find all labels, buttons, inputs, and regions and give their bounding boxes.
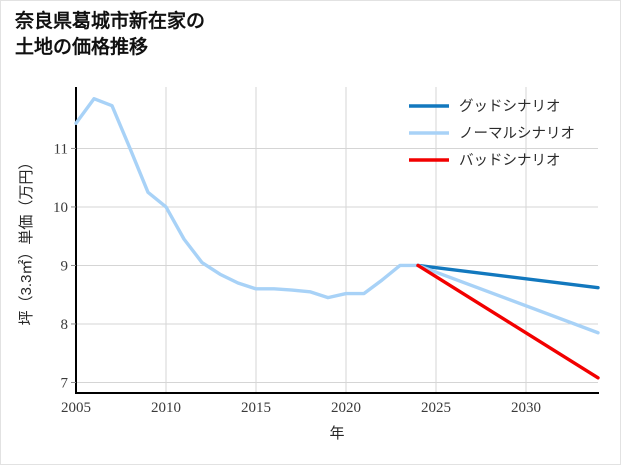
page-title: 奈良県葛城市新在家の 土地の価格推移 [15,11,206,59]
series-lines [74,97,600,380]
x-axis-tick-labels: 2005 2010 2015 2020 2025 2030 [61,400,541,416]
legend-label: グッドシナリオ [459,98,561,115]
y-tick-label: 10 [53,200,68,216]
series-line [416,263,600,380]
legend-label: バッドシナリオ [459,153,561,169]
y-tick-label: 11 [54,141,68,157]
y-tick-label: 8 [61,317,69,333]
x-tick-label: 2020 [331,400,361,416]
y-axis-title: 坪（3.3㎡）単価（万円） [18,155,35,326]
y-tick-label: 9 [61,258,69,274]
series-line [416,263,600,290]
x-tick-label: 2005 [61,400,91,416]
x-tick-label: 2010 [151,400,181,416]
series-line [74,97,420,300]
x-tick-label: 2015 [241,400,271,416]
x-tick-label: 2030 [511,400,541,416]
series-line [416,263,600,335]
x-axis-title: 年 [329,425,344,442]
legend-label: ノーマルシナリオ [459,126,575,142]
y-tick-label: 7 [61,375,69,391]
y-axis-tick-labels: 7 8 9 10 11 [53,141,76,391]
x-tick-label: 2025 [421,400,451,416]
